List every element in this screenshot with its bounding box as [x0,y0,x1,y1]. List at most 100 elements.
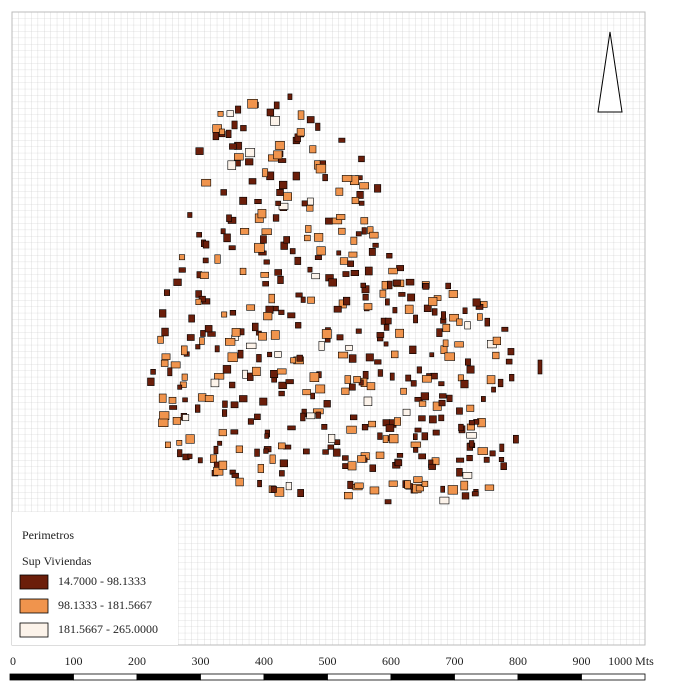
building [316,246,326,256]
building [311,273,321,280]
building [218,460,228,470]
building [274,269,283,276]
building [229,309,237,316]
building [295,322,302,329]
building [258,332,267,341]
scale-label: 500 [319,654,337,668]
building [234,153,244,161]
building [170,361,181,369]
building [161,353,171,360]
scale-label: 800 [509,654,527,668]
building [438,381,445,387]
building [471,491,479,497]
building [287,93,293,100]
building [300,296,306,303]
building [407,293,415,302]
building [182,397,188,403]
building [386,280,393,290]
building [355,231,362,237]
building [421,480,429,487]
building [377,369,383,377]
building [346,425,357,434]
building [309,372,320,383]
building [347,461,357,471]
building [229,143,237,150]
scale-segment [136,673,201,681]
building [436,328,443,337]
building [237,349,244,359]
building [537,359,543,375]
building [261,228,272,236]
building [246,342,257,350]
building [306,205,314,212]
building [277,442,286,450]
building [428,297,438,306]
building [472,298,481,307]
building [462,471,473,479]
building [484,317,490,327]
building [315,164,327,174]
building [476,313,483,321]
scale-segment [581,673,646,681]
building [363,396,373,406]
building [267,351,273,358]
building [413,446,419,453]
building [297,110,305,120]
building [368,420,376,428]
building [159,411,170,421]
building [336,334,344,341]
legend-items: 14.7000 - 98.1333 98.1333 - 181.5667 181.5… [19,574,158,638]
building [334,439,341,446]
scale-label: 200 [128,654,146,668]
building [167,367,173,377]
building [277,275,284,284]
building [368,248,376,256]
building [383,323,390,331]
building [333,305,342,313]
building [500,462,507,471]
building [187,453,193,459]
scale-bar: 0 100 200 300 400 500 600 700 800 900 1000 Mts [9,654,654,681]
building [252,322,259,332]
building [347,260,354,267]
building [464,321,471,330]
building [342,271,350,277]
building [365,353,374,362]
building [374,184,382,193]
building [202,240,210,249]
building [356,191,364,199]
building [188,314,195,323]
building [257,209,267,219]
building [195,344,201,350]
building [335,187,344,196]
building [278,180,288,190]
building [275,141,285,150]
building [464,358,471,366]
building [297,489,305,497]
building [448,290,458,298]
building [382,435,389,444]
building [462,307,468,314]
building [349,414,358,421]
building [256,354,262,363]
building [178,267,186,273]
building [439,393,447,399]
building [384,298,390,306]
building [214,373,225,380]
building [392,279,401,286]
scale-label: 600 [382,654,400,668]
building [227,352,238,362]
legend-swatch [19,622,49,638]
building [460,480,469,491]
building [219,128,225,135]
building [461,492,470,500]
building [369,231,379,239]
building [222,400,228,408]
building [375,451,385,459]
building [376,332,385,338]
building [254,413,261,420]
building [421,375,432,383]
building [247,372,254,381]
building [321,329,332,339]
building [195,298,202,306]
